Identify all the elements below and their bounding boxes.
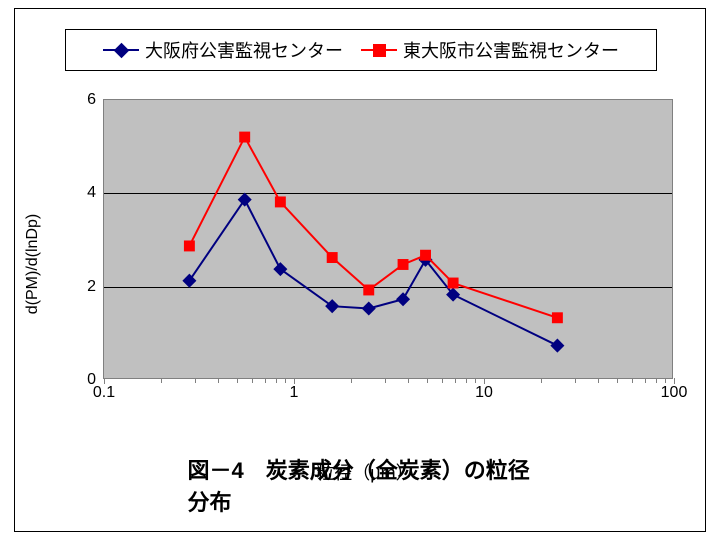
square-icon <box>327 252 338 263</box>
legend-item-0: 大阪府公害監視センター <box>103 37 343 63</box>
x-minor-tick-mark <box>218 378 219 383</box>
x-minor-tick-mark <box>442 378 443 383</box>
x-minor-tick-mark <box>541 378 542 383</box>
x-tick-mark <box>104 378 105 384</box>
x-minor-tick-mark <box>252 378 253 383</box>
x-tick-label: 0.1 <box>93 384 115 402</box>
x-minor-tick-mark <box>285 378 286 383</box>
x-minor-tick-mark <box>466 378 467 383</box>
x-minor-tick-mark <box>237 378 238 383</box>
series-svg <box>104 100 672 378</box>
legend-swatch-1 <box>361 42 397 58</box>
x-minor-tick-mark <box>385 378 386 383</box>
y-tick-label: 6 <box>87 91 96 109</box>
square-icon <box>184 240 195 251</box>
legend-line-1 <box>361 49 397 51</box>
x-minor-tick-mark <box>408 378 409 383</box>
x-tick-label: 100 <box>661 384 688 402</box>
square-icon <box>398 259 409 270</box>
x-minor-tick-mark <box>645 378 646 383</box>
diamond-icon <box>238 193 252 207</box>
x-minor-tick-mark <box>475 378 476 383</box>
x-tick-mark <box>674 378 675 384</box>
x-minor-tick-mark <box>351 378 352 383</box>
series-line-osaka-fu <box>189 200 557 346</box>
x-tick-mark <box>294 378 295 384</box>
legend-label-1: 東大阪市公害監視センター <box>403 37 619 63</box>
x-minor-tick-mark <box>656 378 657 383</box>
x-minor-tick-mark <box>617 378 618 383</box>
square-icon <box>239 132 250 143</box>
diamond-icon <box>396 292 410 306</box>
x-minor-tick-mark <box>598 378 599 383</box>
square-icon <box>552 312 563 323</box>
x-minor-tick-mark <box>455 378 456 383</box>
diamond-icon <box>550 339 564 353</box>
y-axis-label: d(PM)/d(lnDp) <box>24 214 42 314</box>
plot-region: 02460.1110100 <box>103 99 673 379</box>
square-icon <box>275 196 286 207</box>
square-icon <box>420 250 431 261</box>
legend-label-0: 大阪府公害監視センター <box>145 37 343 63</box>
x-minor-tick-mark <box>161 378 162 383</box>
x-minor-tick-mark <box>195 378 196 383</box>
diamond-icon <box>182 274 196 288</box>
figure-caption: 図－4 炭素成分（全炭素）の粒径分布 <box>188 453 533 517</box>
x-minor-tick-mark <box>575 378 576 383</box>
diamond-icon <box>325 299 339 313</box>
legend: 大阪府公害監視センター 東大阪市公害監視センター <box>65 29 657 71</box>
x-minor-tick-mark <box>276 378 277 383</box>
x-minor-tick-mark <box>632 378 633 383</box>
y-tick-label: 4 <box>87 184 96 202</box>
square-icon <box>448 278 459 289</box>
legend-item-1: 東大阪市公害監視センター <box>361 37 619 63</box>
diamond-icon <box>362 301 376 315</box>
x-tick-mark <box>484 378 485 384</box>
diamond-icon <box>273 262 287 276</box>
x-minor-tick-mark <box>427 378 428 383</box>
legend-swatch-0 <box>103 42 139 58</box>
x-minor-tick-mark <box>665 378 666 383</box>
square-icon <box>363 285 374 296</box>
figure-frame: 大阪府公害監視センター 東大阪市公害監視センター d(PM)/d(lnDp) 粒… <box>14 8 706 532</box>
y-tick-label: 2 <box>87 278 96 296</box>
x-tick-label: 1 <box>290 384 299 402</box>
x-minor-tick-mark <box>265 378 266 383</box>
x-tick-label: 10 <box>475 384 493 402</box>
chart-area: d(PM)/d(lnDp) 粒径（μm） 02460.1110100 <box>45 89 685 439</box>
diamond-icon <box>113 42 129 58</box>
